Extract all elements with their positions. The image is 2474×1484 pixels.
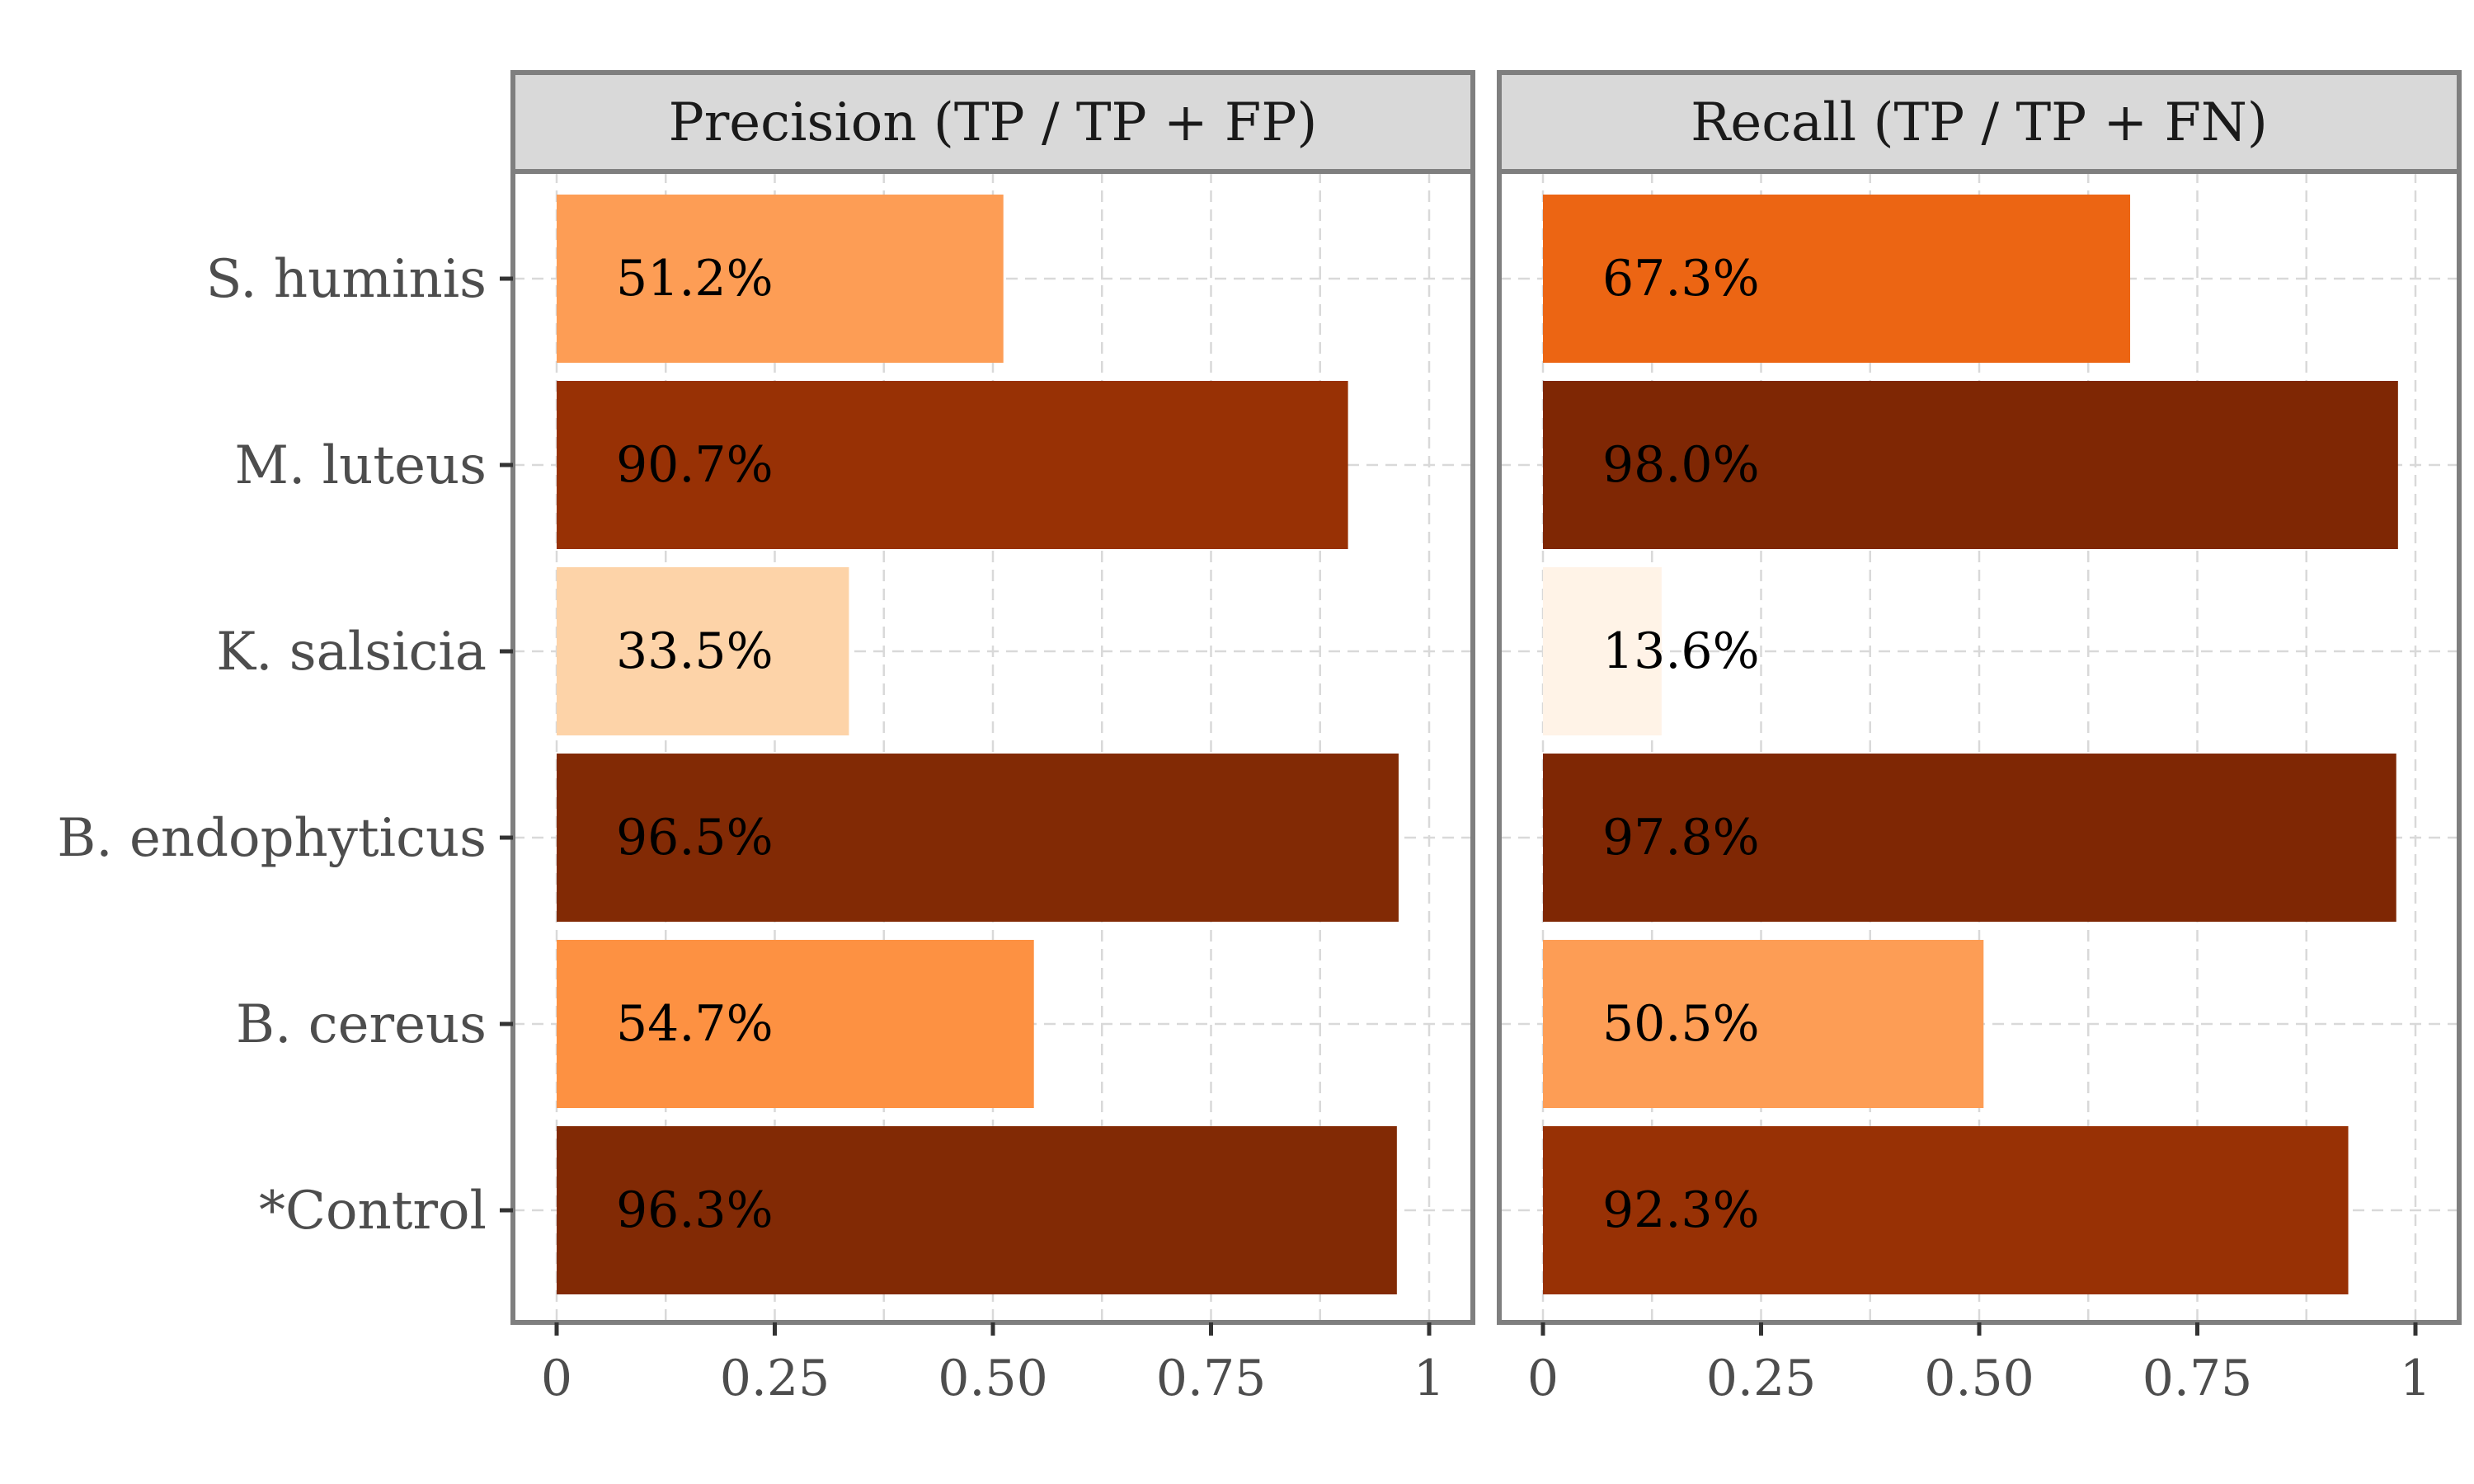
facet-strip	[1497, 70, 2462, 174]
bar-value-label: 90.7%	[616, 436, 774, 494]
panel-precision: Precision (TP / TP + FP) 51.2% 90.7% 33.5% 9…	[510, 70, 1475, 1407]
bar-value-label: 96.5%	[616, 809, 774, 866]
bar	[557, 940, 1034, 1108]
x-tick-label: 0.25	[1706, 1350, 1817, 1407]
bar-value-label: 50.5%	[1602, 995, 1760, 1053]
x-tick-label: 0.50	[1924, 1350, 2034, 1407]
panel-recall: Recall (TP / TP + FN) 67.3% 98.0% 13.6% 97.8…	[1497, 70, 2462, 1407]
bar	[1543, 381, 2398, 549]
y-category-label: *Control	[259, 1181, 487, 1242]
y-category-label: B. cereus	[236, 994, 487, 1055]
bar	[557, 1126, 1397, 1294]
bar-value-label: 92.3%	[1602, 1181, 1760, 1239]
bar	[557, 567, 849, 735]
x-tick-label: 1	[2400, 1350, 2431, 1407]
bar	[557, 195, 1004, 363]
bar	[1543, 1126, 2349, 1294]
x-tick-label: 0.25	[720, 1350, 830, 1407]
y-category-label: M. luteus	[234, 435, 487, 496]
x-tick-label: 0.50	[938, 1350, 1048, 1407]
x-tick-label: 0	[1527, 1350, 1559, 1407]
bar	[1543, 195, 2131, 363]
bar	[1543, 940, 1984, 1108]
facet-title: Precision (TP / TP + FP)	[669, 92, 1318, 153]
bar-value-label: 67.3%	[1602, 250, 1760, 308]
y-category-label: S. huminis	[206, 249, 487, 310]
bar-value-label: 98.0%	[1602, 436, 1760, 494]
bar-value-label: 97.8%	[1602, 809, 1760, 866]
bar-value-label: 96.3%	[616, 1181, 774, 1239]
facet-strip	[510, 70, 1475, 174]
y-category-label: K. salsicia	[216, 622, 487, 683]
x-tick-label: 0	[541, 1350, 572, 1407]
bar	[1543, 567, 1662, 735]
bar-value-label: 13.6%	[1602, 622, 1760, 680]
x-tick-label: 0.75	[2142, 1350, 2253, 1407]
bar-value-label: 33.5%	[616, 622, 774, 680]
facet-title: Recall (TP / TP + FN)	[1691, 92, 2268, 153]
bar-value-label: 54.7%	[616, 995, 774, 1053]
x-tick-label: 0.75	[1156, 1350, 1267, 1407]
x-tick-label: 1	[1413, 1350, 1445, 1407]
bar-value-label: 51.2%	[616, 250, 774, 308]
bar	[557, 381, 1348, 549]
y-category-label: B. endophyticus	[57, 808, 487, 869]
bar	[557, 754, 1399, 922]
bar	[1543, 754, 2396, 922]
